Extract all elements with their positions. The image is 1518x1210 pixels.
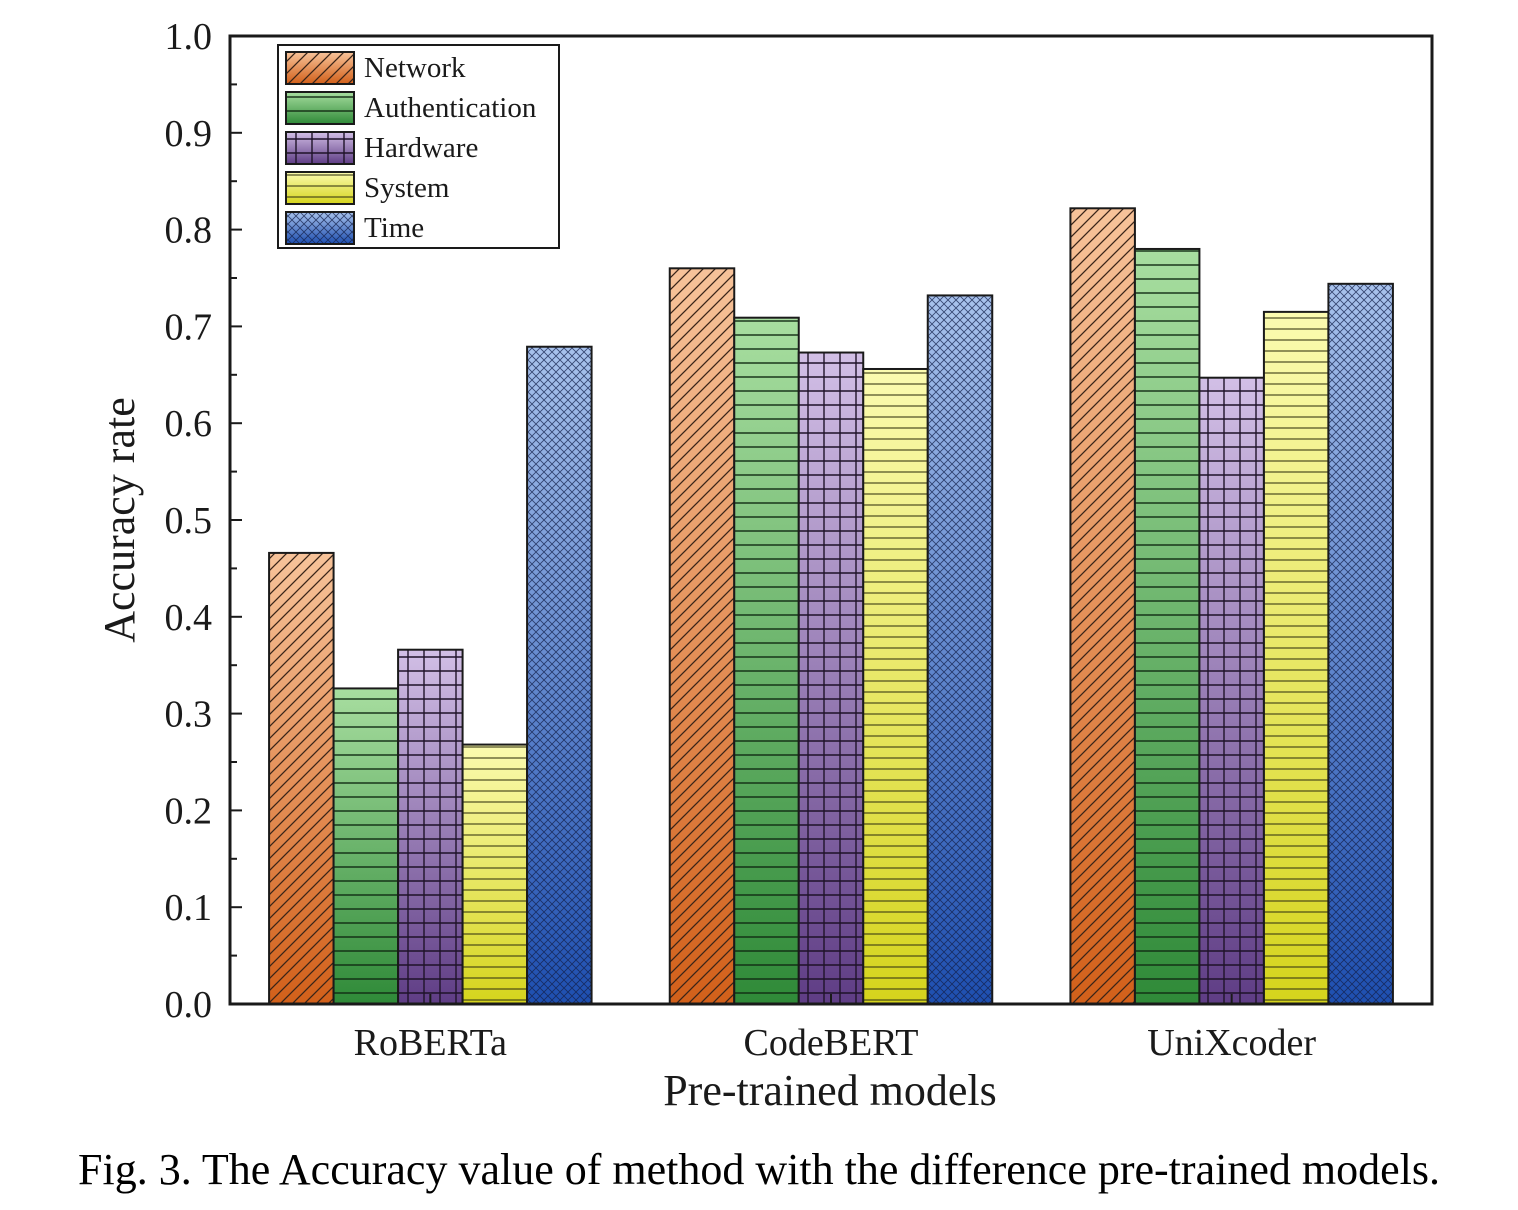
x-tick-label: CodeBERT	[743, 1022, 918, 1064]
bar-network-codebert	[668, 267, 736, 1005]
bar-system-unixcoder	[1262, 310, 1330, 1005]
legend-swatch-hatch	[286, 132, 354, 164]
bar-hatch	[333, 688, 399, 1004]
legend-swatch-hatch	[286, 212, 354, 244]
bars-group	[268, 207, 1394, 1006]
y-tick-label: 0.1	[165, 887, 213, 929]
bar-authentication-codebert	[733, 316, 800, 1005]
bar-hatch	[863, 368, 928, 1004]
bar-hatch	[527, 346, 592, 1004]
legend-label: Time	[364, 212, 424, 244]
y-tick-label: 0.2	[165, 790, 213, 832]
bar-hatch	[1134, 248, 1200, 1004]
legend-swatch-outline	[285, 211, 355, 245]
bar-network-roberta	[268, 551, 335, 1005]
legend-swatch-outline	[285, 131, 355, 165]
bar-system-codebert	[862, 367, 929, 1005]
bar-hatch	[669, 268, 735, 1004]
bar-hatch	[798, 352, 864, 1004]
bar-hatch	[927, 295, 993, 1004]
bar-time-codebert	[926, 294, 994, 1005]
y-axis-label: Accuracy rate	[95, 397, 144, 642]
bar-hardware-codebert	[797, 351, 865, 1005]
legend-label: Authentication	[364, 92, 537, 124]
y-tick-label: 0.8	[165, 210, 213, 252]
x-axis-ticks: RoBERTa CodeBERT UniXcoder	[354, 994, 1316, 1064]
bar-system-roberta	[461, 743, 529, 1005]
bar-hardware-unixcoder	[1198, 376, 1265, 1006]
bar-hatch	[269, 552, 334, 1004]
x-axis-label: Pre-trained models	[663, 1066, 997, 1115]
plot-frame	[228, 34, 1434, 1006]
bar-hatch	[1199, 377, 1264, 1005]
legend-item-authentication: Authentication	[285, 91, 537, 125]
bar-hardware-roberta	[397, 648, 464, 1005]
bar-authentication-roberta	[332, 687, 400, 1005]
bar-hatch	[462, 744, 528, 1004]
y-tick-label: 0.5	[165, 500, 213, 542]
y-tick-label: 1.0	[165, 16, 213, 58]
bar-network-unixcoder	[1069, 207, 1136, 1005]
legend-label: System	[364, 172, 450, 204]
bar-hatch	[1070, 208, 1135, 1004]
bar-time-unixcoder	[1327, 282, 1394, 1006]
legend-swatch-outline	[285, 171, 355, 205]
legend-item-network: Network	[285, 51, 466, 85]
y-tick-label: 0.4	[165, 597, 213, 639]
legend-swatch-outline	[285, 91, 355, 125]
bar-authentication-unixcoder	[1133, 247, 1201, 1005]
legend-swatch-hatch	[286, 52, 354, 84]
legend-item-time: Time	[285, 211, 424, 245]
bar-hatch	[1263, 311, 1329, 1004]
bar-hatch	[734, 317, 799, 1004]
legend-item-system: System	[285, 171, 450, 205]
bar-hatch	[1328, 283, 1393, 1005]
y-tick-label: 0.7	[165, 306, 213, 348]
y-axis-ticks: 0.0 0.1 0.2 0.3 0.4 0.5 0.6 0.7 0.8 0.9 1.0	[165, 16, 242, 1026]
legend-swatch-outline	[285, 51, 355, 85]
y-tick-label: 0.0	[165, 984, 213, 1026]
bar-time-roberta	[526, 345, 593, 1005]
x-tick-label: UniXcoder	[1147, 1022, 1316, 1064]
y-tick-label: 0.9	[165, 113, 213, 155]
legend-item-hardware: Hardware	[285, 131, 478, 165]
figure-caption: Fig. 3. The Accuracy value of method wit…	[78, 1145, 1440, 1194]
bar-hatch	[398, 649, 463, 1004]
x-tick-label: RoBERTa	[354, 1022, 508, 1064]
legend-swatch-hatch	[286, 92, 354, 124]
legend-label: Hardware	[364, 132, 478, 164]
y-tick-label: 0.6	[165, 403, 213, 445]
legend: Network Authentication Hardware System Time	[277, 44, 560, 249]
y-tick-label: 0.3	[165, 694, 213, 736]
legend-label: Network	[364, 52, 466, 84]
legend-swatch-hatch	[286, 172, 354, 204]
